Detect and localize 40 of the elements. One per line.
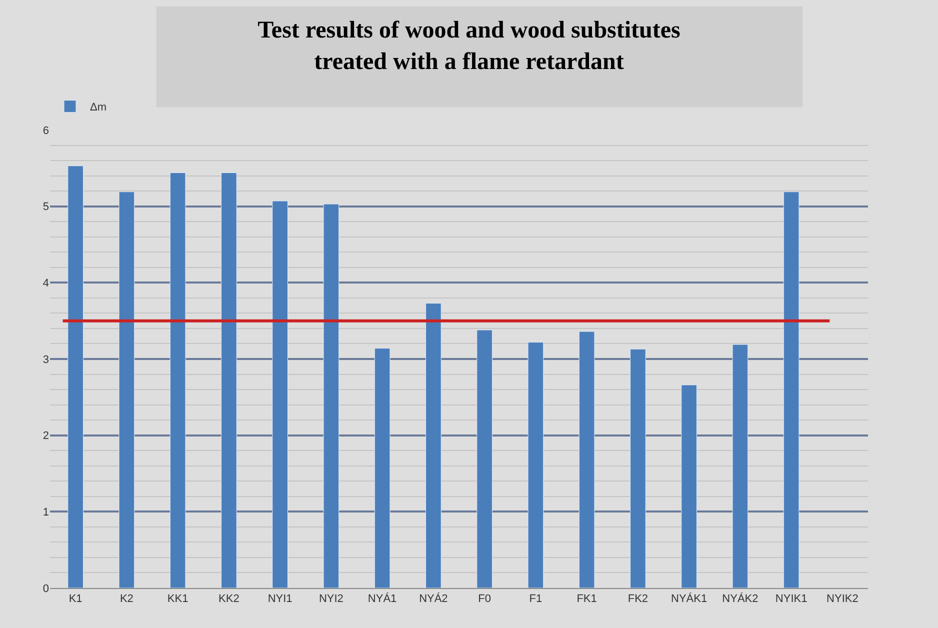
- bar: [68, 166, 84, 588]
- x-tick-label: NYÁ1: [368, 592, 397, 606]
- x-tick-label: NYÁK1: [671, 592, 708, 606]
- bar: [272, 200, 288, 588]
- x-tick-label: NYÁK2: [722, 592, 758, 606]
- bar: [578, 331, 595, 588]
- x-tick-label: KK2: [218, 593, 240, 606]
- x-tick-label: K2: [120, 593, 134, 606]
- y-tick-label: 2: [42, 430, 49, 442]
- bar: [681, 384, 697, 588]
- y-tick-label: 5: [42, 201, 49, 214]
- bar: [221, 172, 237, 588]
- bar: [118, 192, 135, 588]
- x-tick-label: NYIK1: [775, 593, 808, 606]
- y-tick-label: 1: [42, 506, 49, 519]
- bar: [732, 344, 748, 588]
- y-tick-label: 4: [42, 278, 49, 290]
- bar: [426, 303, 442, 588]
- y-tick-label: 6: [42, 124, 49, 137]
- x-tick-label: NYIK2: [826, 593, 858, 606]
- bar: [374, 348, 390, 588]
- legend-label: Δm: [90, 102, 107, 114]
- y-tick-label: 0: [42, 582, 49, 595]
- x-tick-label: NYÁ2: [419, 592, 448, 606]
- x-tick-label: FK2: [628, 593, 648, 606]
- x-tick-label: KK1: [167, 593, 188, 606]
- x-tick-label: FK1: [576, 593, 597, 606]
- chart-title: Test results of wood and wood substitutes treated with a flame retardant: [258, 18, 680, 75]
- x-tick-label: K1: [68, 593, 82, 606]
- x-tick-label: F1: [529, 593, 542, 606]
- bar: [783, 192, 800, 588]
- bar: [476, 330, 492, 588]
- bar: [630, 348, 646, 588]
- bar: [528, 342, 544, 588]
- bar: [170, 172, 186, 588]
- x-tick-label: NYI2: [318, 593, 344, 606]
- x-tick-label: F0: [478, 593, 491, 606]
- x-tick-label: NYI1: [268, 593, 292, 606]
- bar: [323, 204, 340, 588]
- y-tick-label: 3: [42, 354, 49, 366]
